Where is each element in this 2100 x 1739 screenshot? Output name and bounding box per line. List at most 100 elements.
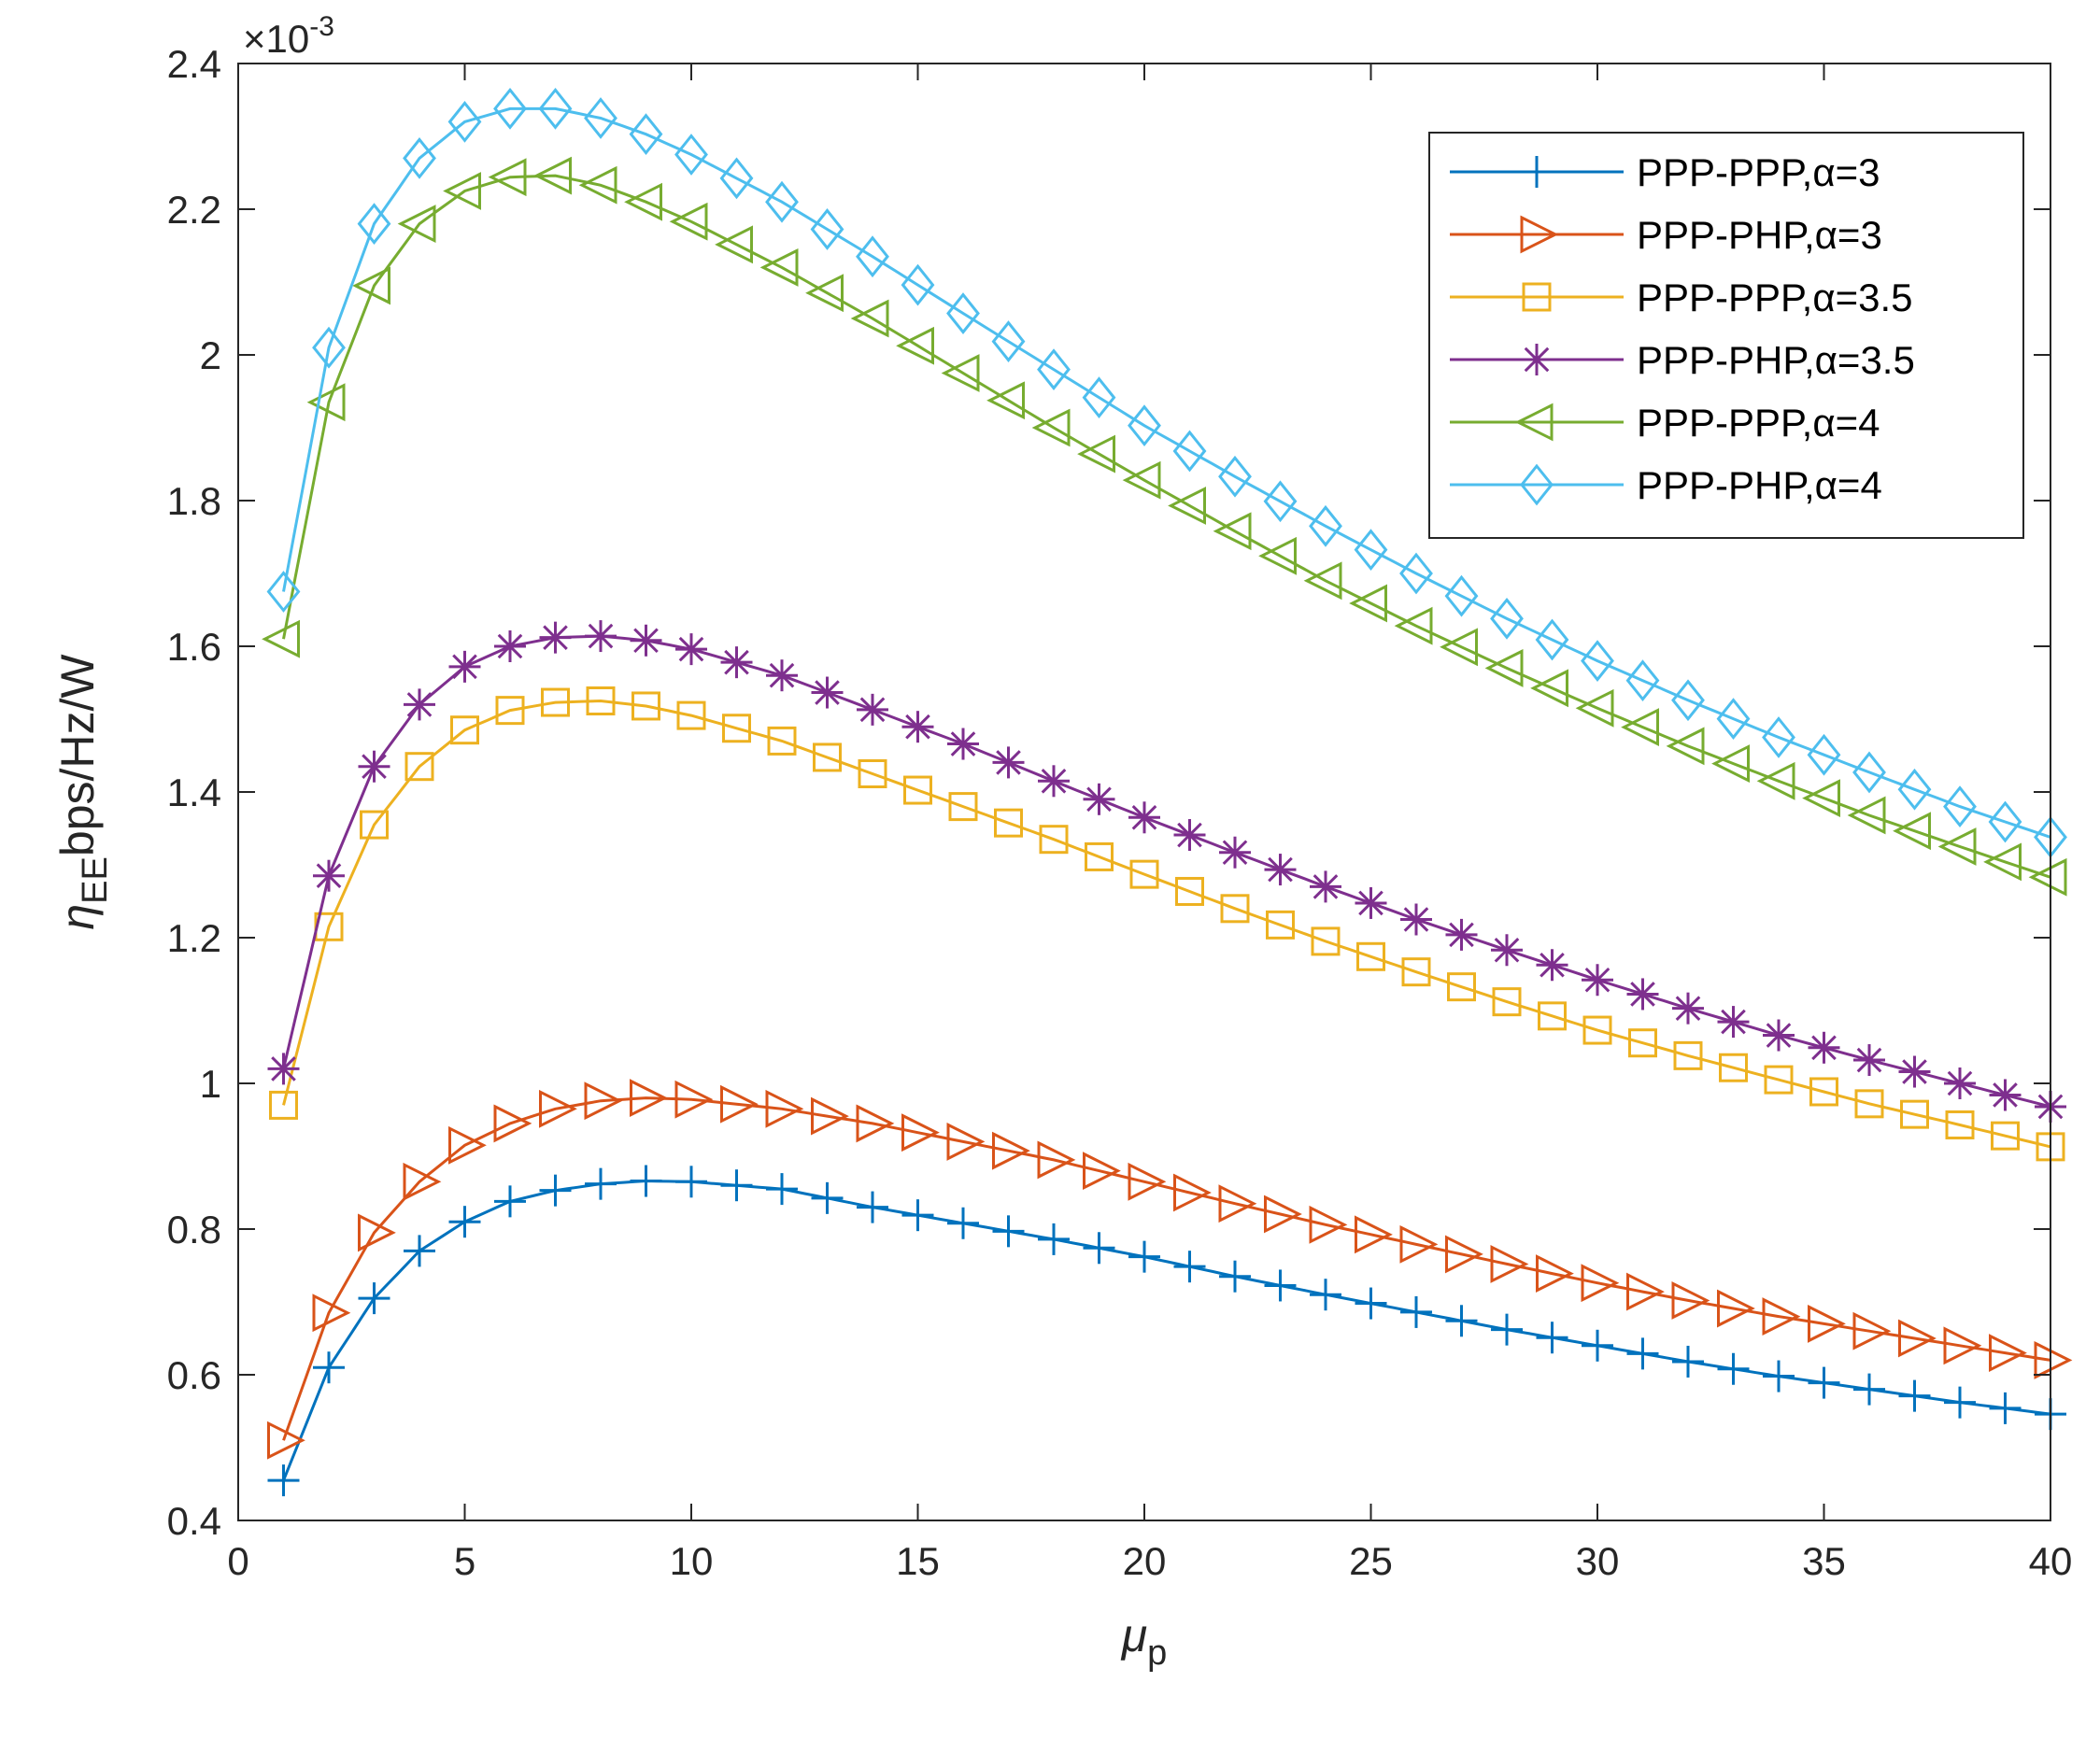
data-point-marker: [443, 172, 481, 210]
data-point-marker: [2034, 1340, 2073, 1379]
data-point-marker: [404, 688, 435, 721]
data-point-marker: [313, 1351, 345, 1384]
y-tick-label: 1.6: [167, 625, 221, 669]
y-tick-label: 1.2: [167, 916, 221, 960]
data-point-marker: [1039, 825, 1069, 855]
data-point-marker: [1673, 1040, 1703, 1070]
data-point-marker: [1763, 1360, 1795, 1393]
data-point-marker: [1536, 1254, 1574, 1294]
y-exponent-power: -3: [309, 11, 334, 42]
y-exponent-base: ×10: [243, 17, 309, 61]
data-point-marker: [1266, 910, 1295, 940]
data-point-marker: [1491, 934, 1523, 967]
data-point-marker: [1671, 679, 1705, 722]
data-point-marker: [262, 619, 300, 658]
ticks-layer: 0 5 10 15 20 25 30 35 40 0.4 0.6 0.8 1 1.2 1.4 1.6 1.8 2 2…: [167, 42, 2073, 1583]
data-point-marker: [1898, 1379, 1931, 1412]
data-point-marker: [765, 1089, 804, 1128]
data-point-marker: [811, 1181, 844, 1214]
data-point-marker: [450, 715, 479, 745]
data-point-marker: [585, 1167, 617, 1200]
data-point-marker: [1037, 348, 1071, 391]
y-axis-symbol: η: [51, 904, 104, 930]
data-point-marker: [1309, 504, 1342, 547]
y-tick-label: 0.6: [167, 1353, 221, 1397]
data-point-marker: [992, 1131, 1030, 1170]
legend-marker: [1520, 215, 1559, 254]
data-point-marker: [766, 659, 798, 692]
data-point-marker: [1897, 768, 1932, 811]
data-point-marker: [674, 134, 708, 176]
data-point-marker: [584, 97, 617, 139]
data-point-marker: [857, 1191, 888, 1223]
legend-label: PPP-PHP,α=4: [1637, 463, 1882, 507]
data-point-marker: [1945, 1110, 1975, 1139]
x-tick-label: 5: [454, 1539, 475, 1583]
data-point-marker: [1128, 1240, 1160, 1273]
data-point-marker: [1447, 972, 1476, 1002]
data-point-marker: [856, 235, 889, 278]
data-point-marker: [1802, 779, 1840, 818]
data-point-marker: [901, 711, 934, 743]
data-point-marker: [1983, 842, 2022, 882]
series-4: [267, 620, 2066, 1123]
legend-item: PPP-PHP,α=3: [1450, 213, 1882, 257]
y-tick-label: 2.2: [167, 188, 221, 232]
data-point-marker: [1349, 584, 1387, 623]
x-axis-symbol: μ: [1120, 1609, 1147, 1661]
y-axis-units: bps/Hz/W: [51, 654, 104, 857]
data-point-marker: [1128, 404, 1161, 447]
data-point-marker: [1083, 1232, 1115, 1265]
data-point-marker: [352, 266, 390, 305]
data-point-marker: [947, 1207, 979, 1239]
data-point-marker: [1219, 836, 1251, 869]
data-point-marker: [1988, 800, 2022, 843]
legend-marker: [1521, 156, 1553, 188]
x-tick-label: 20: [1123, 1539, 1167, 1583]
data-point-marker: [267, 1053, 300, 1085]
data-point-marker: [1492, 987, 1522, 1017]
data-point-marker: [856, 1104, 895, 1143]
data-point-marker: [1716, 698, 1751, 741]
series-5: [262, 156, 2067, 897]
data-point-marker: [538, 87, 573, 130]
data-point-marker: [624, 182, 662, 221]
data-point-marker: [850, 299, 889, 338]
series-line: [282, 1179, 2051, 1481]
legend: PPP-PPP,α=3 PPP-PHP,α=3 PPP-PPP,α=3.5 PPP-P…: [1428, 132, 2024, 539]
data-point-marker: [1445, 918, 1478, 951]
legend-label: PPP-PHP,α=3.5: [1637, 338, 1915, 382]
data-point-marker: [1445, 1305, 1478, 1337]
data-point-marker: [767, 726, 797, 756]
data-point-marker: [676, 700, 706, 730]
data-point-marker: [1626, 1272, 1665, 1311]
data-point-marker: [1354, 529, 1388, 572]
data-point-marker: [810, 208, 844, 250]
data-point-marker: [1898, 1055, 1931, 1088]
data-point-marker: [1175, 876, 1204, 906]
data-point-marker: [1847, 796, 1886, 835]
data-point-marker: [1258, 536, 1297, 575]
data-point-marker: [1082, 376, 1116, 419]
series-3: [269, 686, 2065, 1162]
data-point-marker: [722, 714, 751, 743]
legend-item: PPP-PPP,α=4: [1450, 401, 1880, 445]
data-point-marker: [1310, 870, 1341, 903]
data-point-marker: [1621, 708, 1659, 747]
data-point-marker: [1808, 1304, 1846, 1343]
data-point-marker: [1717, 1006, 1750, 1039]
data-point-marker: [1264, 1195, 1302, 1234]
data-point-marker: [1989, 1392, 2022, 1424]
data-point-marker: [584, 1082, 623, 1121]
data-point-marker: [1900, 1099, 1929, 1129]
x-tick-label: 35: [1802, 1539, 1846, 1583]
data-point-marker: [1083, 1152, 1121, 1191]
data-point-marker: [585, 620, 617, 653]
legend-label: PPP-PHP,α=3: [1637, 213, 1882, 257]
x-axis-title: μp: [1120, 1609, 1168, 1673]
data-point-marker: [811, 1096, 849, 1136]
x-tick-label: 40: [2029, 1539, 2073, 1583]
data-point-marker: [1083, 783, 1115, 815]
data-point-marker: [360, 810, 389, 840]
data-point-marker: [1128, 1162, 1167, 1201]
